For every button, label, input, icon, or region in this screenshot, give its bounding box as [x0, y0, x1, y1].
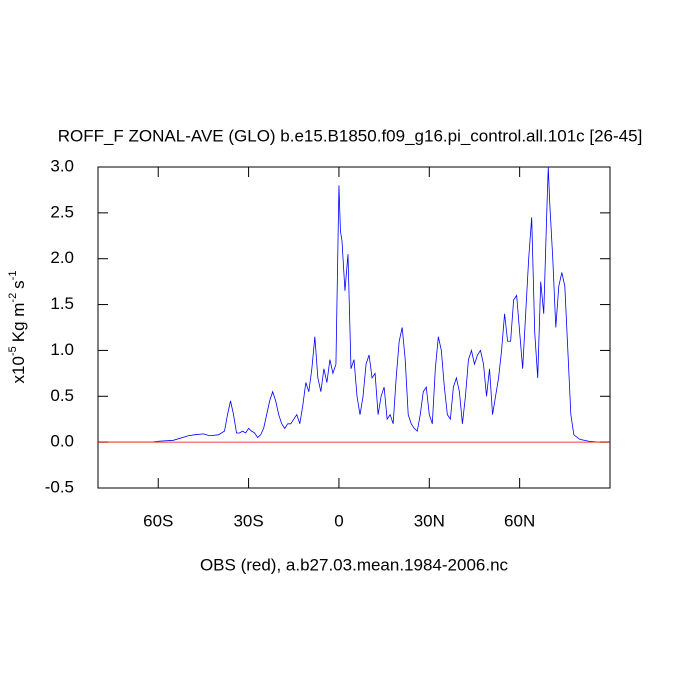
data-line: [98, 166, 610, 443]
x-tick-label: 30S: [233, 511, 263, 530]
x-tick-label: 60S: [143, 511, 173, 530]
chart-title: ROFF_F ZONAL-AVE (GLO) b.e15.B1850.f09_g…: [58, 126, 643, 145]
y-tick-label: 2.0: [50, 248, 74, 267]
plot-frame: [97, 166, 611, 489]
y-label-sup: -2: [7, 293, 19, 303]
y-label-sup: -5: [7, 346, 19, 356]
x-tick-label: 30N: [414, 511, 445, 530]
y-tick-label: -0.5: [45, 477, 74, 496]
y-label-part: x10: [9, 356, 28, 383]
y-tick-label: 3.0: [50, 156, 74, 175]
x-axis-title: OBS (red), a.b27.03.mean.1984-2006.nc: [200, 555, 509, 574]
y-label-sup: -1: [7, 271, 19, 281]
y-tick-label: 2.5: [50, 202, 74, 221]
y-tick-label: 1.0: [50, 340, 74, 359]
y-axis-title: x10-5 Kg m-2 s-1: [7, 271, 29, 384]
x-tick-label: 60N: [504, 511, 535, 530]
y-tick-label: 0.5: [50, 386, 74, 405]
y-label-part: Kg m: [9, 303, 28, 343]
y-label-part: s: [9, 280, 28, 289]
x-tick-label: 0: [334, 511, 343, 530]
y-tick-label: 0.0: [50, 432, 74, 451]
y-tick-label: 1.5: [50, 294, 74, 313]
